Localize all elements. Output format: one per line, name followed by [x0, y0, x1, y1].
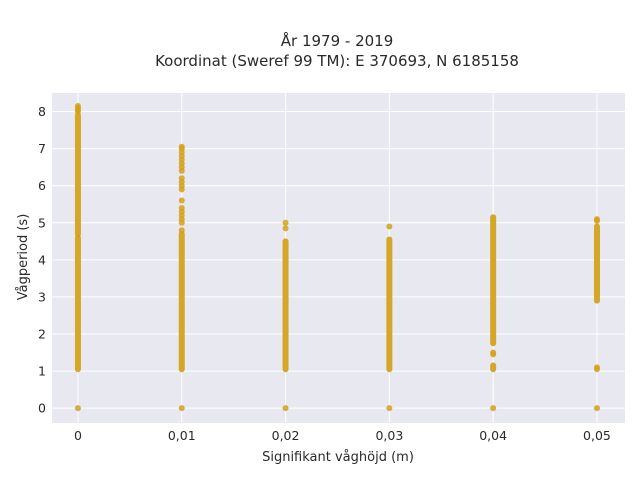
- y-tick-label: 3: [38, 289, 46, 304]
- chart-title: År 1979 - 2019: [281, 31, 394, 50]
- data-point: [490, 349, 497, 356]
- x-tick-label: 0,04: [479, 428, 507, 443]
- data-point: [490, 405, 497, 412]
- x-tick-label: 0: [74, 428, 82, 443]
- y-axis-label: Vågperiod (s): [16, 214, 31, 301]
- data-point-band: [282, 238, 289, 373]
- x-axis-label: Signifikant våghöjd (m): [262, 450, 414, 465]
- data-point: [282, 405, 289, 412]
- data-point: [593, 405, 600, 412]
- chart-subtitle: Koordinat (Sweref 99 TM): E 370693, N 61…: [155, 52, 519, 70]
- x-tick-label: 0,03: [375, 428, 403, 443]
- data-point-band: [74, 234, 81, 373]
- data-point: [178, 175, 185, 182]
- y-axis-ticks: 0 1 2 3 4 5 6 7 8: [38, 104, 46, 416]
- data-point: [74, 102, 81, 109]
- data-points: [74, 102, 600, 412]
- y-tick-label: 6: [38, 178, 46, 193]
- y-tick-label: 0: [38, 401, 46, 416]
- data-point: [386, 223, 393, 230]
- data-point: [178, 227, 185, 234]
- y-tick-label: 2: [38, 327, 46, 342]
- x-tick-label: 0,01: [168, 428, 196, 443]
- data-point: [178, 405, 185, 412]
- y-tick-label: 1: [38, 364, 46, 379]
- data-point-band: [74, 112, 81, 237]
- data-point: [74, 405, 81, 412]
- data-point-band: [490, 214, 497, 347]
- data-point: [593, 364, 600, 371]
- y-tick-label: 5: [38, 215, 46, 230]
- data-point-band: [490, 362, 497, 373]
- data-point: [178, 197, 185, 204]
- y-tick-label: 4: [38, 252, 46, 267]
- data-point: [593, 216, 600, 223]
- data-point: [178, 143, 185, 150]
- plot-area: [52, 93, 625, 423]
- x-axis-ticks: 0 0,01 0,02 0,03 0,04 0,05: [74, 428, 611, 443]
- x-tick-label: 0,02: [272, 428, 300, 443]
- data-point: [178, 204, 185, 211]
- data-point-band: [178, 230, 185, 373]
- y-tick-label: 8: [38, 104, 46, 119]
- data-point: [386, 405, 393, 412]
- y-tick-label: 7: [38, 141, 46, 156]
- data-point: [282, 225, 289, 232]
- data-point: [282, 219, 289, 226]
- data-point-band: [386, 236, 393, 373]
- data-point-band: [593, 223, 600, 304]
- x-tick-label: 0,05: [583, 428, 611, 443]
